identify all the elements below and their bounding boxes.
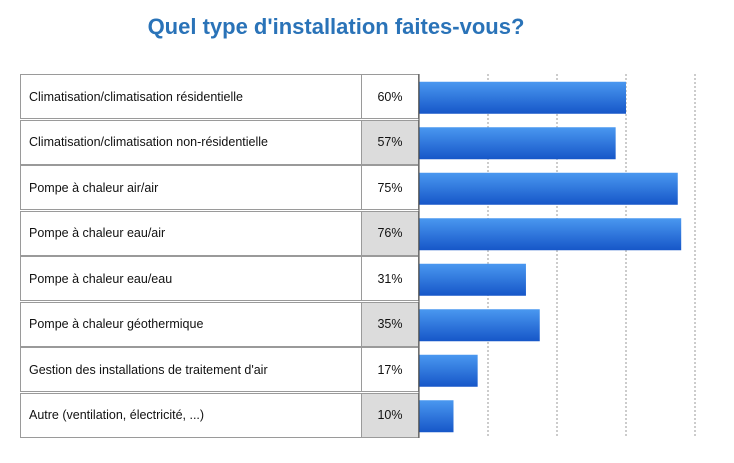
category-label: Pompe à chaleur eau/air	[20, 210, 362, 256]
value-label: 17%	[361, 347, 419, 392]
value-label: 60%	[361, 74, 419, 119]
category-label: Pompe à chaleur eau/eau	[20, 256, 362, 301]
bar-8	[419, 400, 454, 433]
table-row: Autre (ventilation, électricité, ...) 10…	[20, 392, 419, 438]
bar-2	[419, 127, 616, 160]
table-row: Pompe à chaleur eau/air 76%	[20, 210, 419, 256]
chart-title: Quel type d'installation faites-vous?	[147, 14, 525, 39]
bars	[419, 81, 682, 433]
category-label: Climatisation/climatisation non-résident…	[20, 119, 362, 165]
bar-6	[419, 309, 540, 342]
bar-4	[419, 218, 682, 251]
table-row: Climatisation/climatisation non-résident…	[20, 119, 419, 165]
bar-5	[419, 263, 526, 296]
category-label: Autre (ventilation, électricité, ...)	[20, 392, 362, 438]
category-label: Pompe à chaleur air/air	[20, 165, 362, 210]
category-label: Pompe à chaleur géothermique	[20, 301, 362, 347]
bar-chart-area	[418, 74, 696, 438]
table-row: Gestion des installations de traitement …	[20, 347, 419, 392]
value-label: 35%	[361, 301, 419, 347]
table-row: Pompe à chaleur géothermique 35%	[20, 301, 419, 347]
table-row: Pompe à chaleur air/air 75%	[20, 165, 419, 210]
bar-3	[419, 172, 678, 205]
category-label: Climatisation/climatisation résidentiell…	[20, 74, 362, 119]
value-label: 31%	[361, 256, 419, 301]
value-label: 10%	[361, 392, 419, 438]
category-label: Gestion des installations de traitement …	[20, 347, 362, 392]
table-row: Pompe à chaleur eau/eau 31%	[20, 256, 419, 301]
value-label: 76%	[361, 210, 419, 256]
value-label: 75%	[361, 165, 419, 210]
data-table: Climatisation/climatisation résidentiell…	[20, 74, 419, 438]
bar-7	[419, 354, 478, 387]
value-label: 57%	[361, 119, 419, 165]
table-row: Climatisation/climatisation résidentiell…	[20, 74, 419, 119]
bar-1	[419, 81, 626, 114]
